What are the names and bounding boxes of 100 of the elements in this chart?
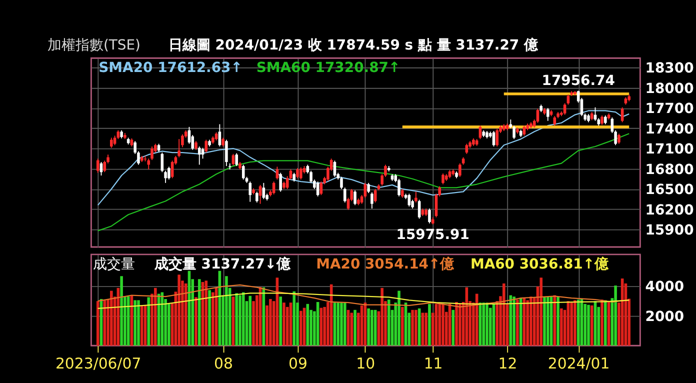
candlestick [201, 147, 204, 160]
bar [546, 296, 550, 346]
candlestick [566, 94, 570, 106]
bar [137, 300, 140, 346]
annotation: 15975.91 [396, 227, 470, 244]
bar [486, 302, 488, 346]
bar [354, 310, 356, 346]
bar [147, 297, 150, 346]
bar [120, 276, 123, 346]
bar [574, 300, 576, 346]
bar [103, 300, 106, 346]
candlestick [465, 143, 468, 154]
bar [242, 292, 245, 346]
y-tick-label: 16500 [645, 182, 694, 198]
bar [140, 305, 144, 346]
candlestick [618, 133, 620, 144]
bar [530, 296, 532, 346]
candlestick [147, 158, 150, 170]
bar [178, 274, 180, 346]
candlestick [279, 172, 282, 192]
bar [194, 297, 198, 346]
bar [442, 304, 444, 346]
y-tick-label: 16800 [645, 162, 694, 178]
y-tick-label: 17400 [645, 121, 694, 138]
text: SMA60 17320.87↑ [256, 60, 400, 76]
line-series [97, 110, 630, 206]
bar [502, 283, 506, 346]
bar [343, 302, 346, 346]
candlestick [96, 158, 100, 174]
bar [336, 302, 340, 346]
bar [543, 296, 546, 346]
y-tick-label: 15900 [645, 222, 694, 239]
candlestick [178, 138, 180, 158]
y-tick-label: 18300 [645, 60, 694, 77]
bar [154, 288, 157, 346]
y-tick-label: 4000 [645, 278, 684, 295]
line-series [97, 284, 630, 308]
bar [282, 302, 286, 346]
candlestick [442, 173, 444, 185]
bar [604, 300, 607, 346]
bar [428, 304, 431, 346]
candlestick [150, 146, 154, 160]
candlestick [296, 168, 299, 179]
bar [614, 286, 617, 346]
annotation: 17956.74 [542, 73, 616, 90]
bar [198, 279, 201, 346]
bar [370, 310, 374, 346]
bar [212, 292, 214, 346]
line-series [97, 292, 630, 309]
bar [238, 295, 242, 346]
bar [398, 290, 400, 346]
bar [421, 312, 424, 346]
candlestick [536, 108, 540, 124]
bar [96, 301, 100, 346]
candlestick [620, 106, 624, 123]
bar [438, 304, 442, 346]
text: MA60 3036.81↑億 [470, 255, 610, 272]
y-tick-label: 18000 [645, 80, 694, 97]
y-tick-label: 2000 [645, 308, 684, 325]
bar [204, 280, 208, 346]
bar [110, 290, 113, 346]
candlestick [225, 139, 228, 167]
bar [560, 308, 563, 346]
bar [556, 296, 560, 346]
candlestick [262, 182, 266, 200]
bar [540, 278, 543, 346]
candlestick [428, 208, 431, 224]
bar [232, 296, 235, 346]
bar [350, 312, 354, 346]
text: SMA20 17612.63↑ [98, 60, 242, 76]
candlestick [414, 191, 418, 203]
candlestick [235, 152, 238, 167]
bar [482, 302, 485, 346]
bar [380, 288, 384, 346]
candlestick [496, 128, 499, 147]
candlestick [367, 182, 370, 194]
bar [600, 300, 604, 346]
bar [400, 306, 404, 346]
candlestick [168, 166, 170, 180]
candlestick [164, 170, 167, 184]
series-label: MA20 3054.14↑億 [316, 255, 456, 272]
bar [587, 304, 590, 346]
y-tick-label: 17100 [645, 142, 694, 158]
bar [235, 293, 238, 346]
candlestick [204, 139, 208, 154]
bar [414, 310, 418, 346]
candlestick [198, 146, 201, 166]
candlestick [354, 190, 356, 206]
x-tick-label: 10 [356, 354, 376, 372]
chart-title: 成交量 [93, 256, 136, 272]
candlestick [160, 152, 164, 173]
candlestick [458, 162, 462, 178]
candlestick [340, 176, 343, 190]
bar [279, 296, 282, 346]
x-tick-label: 08 [214, 354, 233, 372]
x-tick-label: 12 [498, 354, 518, 372]
candlestick [248, 181, 252, 202]
bar [452, 310, 455, 346]
bar [387, 300, 390, 346]
candlestick [546, 108, 550, 122]
